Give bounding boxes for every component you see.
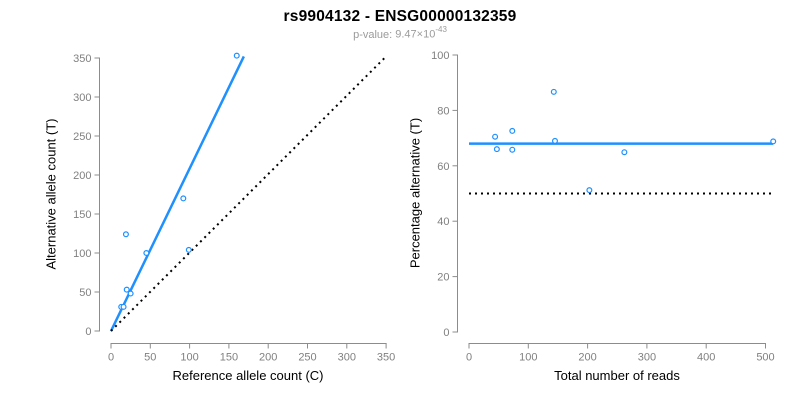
right-y-axis-label: Percentage alternative (T) (407, 117, 423, 269)
x-tick-label: 350 (377, 352, 395, 364)
figure-title: rs9904132 - ENSG00000132359 (283, 8, 517, 25)
y-tick-label: 300 (73, 92, 91, 104)
y-tick-label: 100 (73, 248, 91, 260)
p-value-base: 10 (423, 28, 436, 41)
y-tick-label: 80 (437, 105, 449, 117)
left-x-axis-label: Reference allele count (C) (172, 368, 324, 383)
x-tick-label: 50 (144, 352, 156, 364)
y-tick-label: 100 (431, 50, 449, 62)
x-tick-label: 200 (259, 352, 277, 364)
left-y-axis-label: Alternative allele count (T) (43, 118, 59, 270)
y-tick-label: 250 (73, 131, 91, 143)
data-point (770, 138, 777, 145)
x-tick-label: 150 (220, 352, 238, 364)
percentage-scatter: 0 100 200 300 400 500 0 20 40 60 80 100 (431, 50, 777, 364)
p-value-subtitle: p-value: 9.47×10-43 (0, 25, 800, 41)
data-point (492, 133, 499, 140)
y-tick-label: 0 (443, 327, 449, 339)
data-point (509, 127, 516, 134)
y-tick-label: 60 (437, 161, 449, 173)
data-point (180, 195, 187, 202)
x-tick-label: 500 (756, 352, 774, 364)
data-point (123, 286, 130, 293)
x-tick-label: 400 (697, 352, 715, 364)
data-point (493, 146, 500, 153)
y-tick-label: 150 (73, 209, 91, 221)
y-tick-label: 200 (73, 170, 91, 182)
x-tick-label: 0 (108, 352, 114, 364)
data-point (550, 88, 557, 95)
data-point (122, 231, 129, 238)
allele-count-scatter: 0 50 100 150 200 250 300 350 0 50 100 150 200 250 300 3… (73, 52, 395, 364)
x-tick-label: 100 (519, 352, 537, 364)
x-tick-label: 300 (338, 352, 356, 364)
regression-line (109, 55, 245, 332)
data-point (621, 149, 628, 156)
identity-line (110, 54, 388, 332)
y-tick-label: 0 (85, 326, 91, 338)
x-tick-label: 0 (466, 352, 472, 364)
x-tick-label: 200 (578, 352, 596, 364)
x-tick-label: 250 (298, 352, 316, 364)
data-point (143, 250, 150, 257)
data-point (127, 290, 134, 297)
x-tick-label: 300 (638, 352, 656, 364)
p-value-coefficient: 9.47 (395, 28, 417, 41)
y-tick-label: 350 (73, 53, 91, 65)
times-symbol: × (416, 28, 424, 41)
y-tick-label: 50 (79, 287, 91, 299)
p-value-label: p-value: (353, 28, 393, 41)
data-point (509, 146, 516, 153)
data-point (586, 187, 593, 194)
data-point (120, 303, 127, 310)
y-tick-label: 20 (437, 272, 449, 284)
right-x-axis-label: Total number of reads (554, 368, 680, 383)
x-tick-label: 100 (180, 352, 198, 364)
data-point (551, 137, 558, 144)
y-tick-label: 40 (437, 216, 449, 228)
p-value-exponent: -43 (435, 25, 447, 34)
data-point (233, 52, 240, 59)
data-point (185, 246, 192, 253)
